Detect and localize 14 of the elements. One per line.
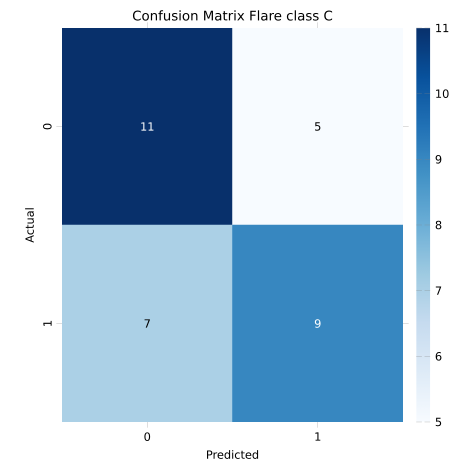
x-axis-title: Predicted bbox=[207, 450, 258, 459]
data-label: 9 bbox=[314, 319, 321, 328]
color-bar-label: 8 bbox=[436, 220, 442, 230]
data-label: 7 bbox=[144, 319, 150, 328]
color-bar-label: 11 bbox=[436, 24, 448, 32]
y-axis-title: Actual bbox=[25, 208, 34, 243]
data-label: 11 bbox=[141, 122, 154, 131]
color-bar-label: 6 bbox=[436, 352, 442, 361]
color-bar-label: 5 bbox=[436, 418, 442, 426]
color-bar-label: 10 bbox=[436, 89, 449, 98]
color-bar-label: 7 bbox=[436, 286, 442, 295]
chart-title: Confusion Matrix Flare class C bbox=[132, 10, 332, 21]
color-bar-label: 9 bbox=[436, 155, 442, 164]
data-label: 5 bbox=[315, 122, 320, 131]
